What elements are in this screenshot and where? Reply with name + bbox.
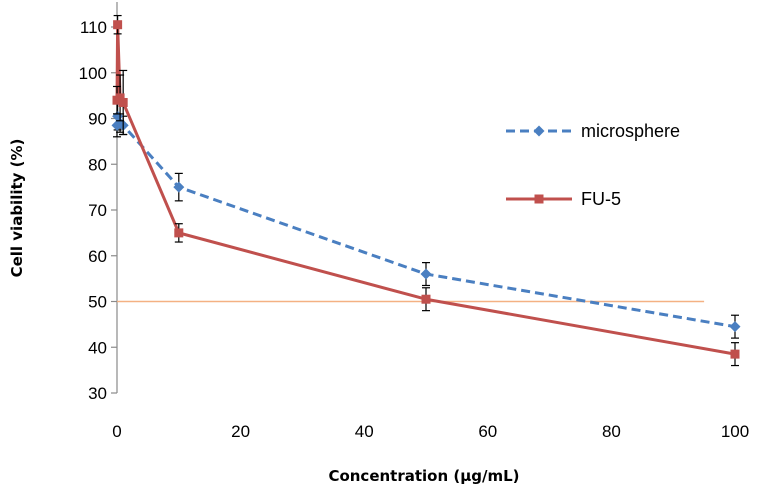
legend-label-microsphere: microsphere — [581, 121, 680, 141]
legend-item-microsphere: microsphere — [506, 121, 680, 141]
data-point-fu-5 — [115, 93, 125, 103]
y-tick-label: 30 — [88, 384, 107, 403]
y-tick-label: 90 — [88, 110, 107, 129]
x-tick-label: 100 — [721, 422, 749, 441]
series-fu-5 — [112, 14, 740, 367]
x-tick-label: 40 — [355, 422, 374, 441]
legend-marker-fu-5 — [534, 194, 544, 204]
y-tick-label: 80 — [88, 155, 107, 174]
x-tick-label: 80 — [602, 422, 621, 441]
data-point-microsphere — [729, 321, 741, 333]
data-point-fu-5 — [421, 294, 431, 304]
axes: 30 40 50 60 70 80 90 100 110 0 20 40 60 80 100 — [79, 2, 749, 441]
x-axis-title: Concentration (µg/mL) — [328, 467, 519, 485]
y-tick-label: 100 — [79, 64, 107, 83]
legend: microsphere FU-5 — [506, 121, 680, 209]
series-layer — [111, 14, 741, 367]
x-tick-label: 0 — [112, 422, 121, 441]
x-tick-label: 60 — [478, 422, 497, 441]
data-point-fu-5 — [118, 97, 128, 107]
y-tick-label: 110 — [80, 18, 107, 37]
y-tick-label: 70 — [88, 201, 107, 220]
legend-item-fu-5: FU-5 — [506, 189, 621, 209]
data-point-microsphere — [420, 268, 432, 280]
y-tick-label: 50 — [88, 293, 107, 312]
y-tick-label: 60 — [88, 247, 107, 266]
data-point-fu-5 — [113, 20, 123, 30]
data-point-fu-5 — [174, 228, 184, 238]
data-point-microsphere — [173, 181, 185, 193]
x-tick-label: 20 — [231, 422, 250, 441]
y-axis-title: Cell viability (%) — [8, 139, 26, 278]
y-tick-label: 40 — [88, 338, 107, 357]
legend-marker-microsphere — [533, 125, 545, 137]
legend-label-fu-5: FU-5 — [581, 189, 621, 209]
data-point-fu-5 — [730, 349, 740, 359]
